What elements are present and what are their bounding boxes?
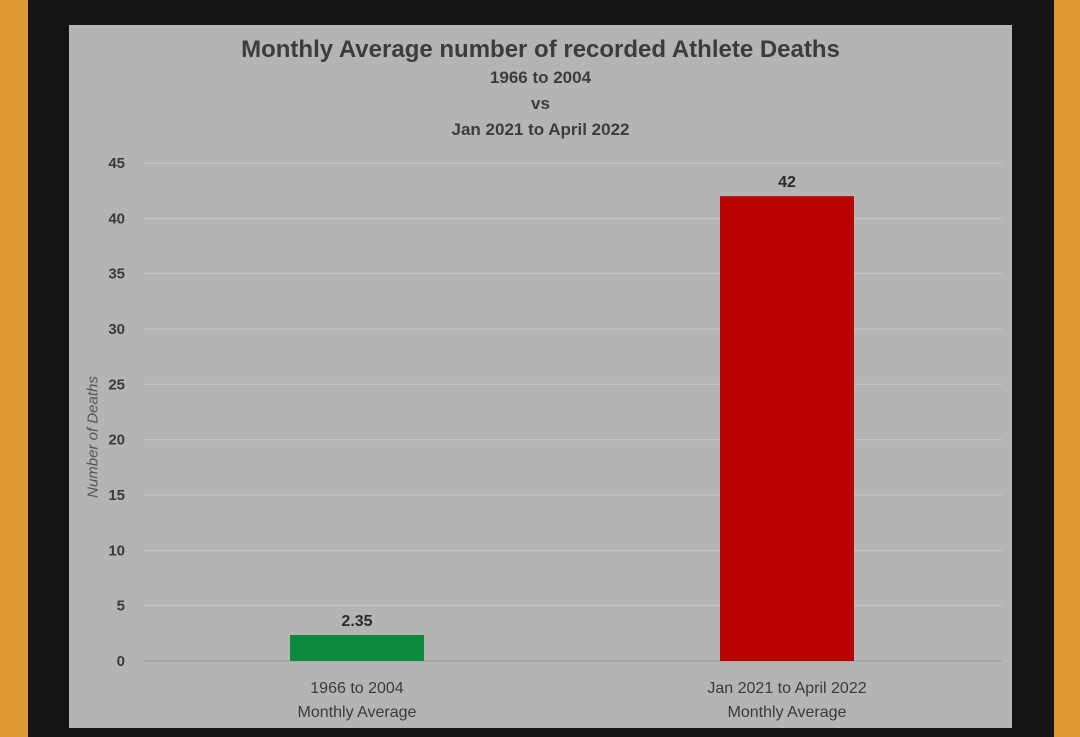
y-tick-label-5: 5 bbox=[117, 598, 125, 615]
data-label-1: 42 bbox=[778, 174, 796, 191]
chart-subtitle-line-2: vs bbox=[531, 94, 550, 113]
y-tick-label-25: 25 bbox=[108, 376, 125, 393]
category-label-1-line-2: Monthly Average bbox=[727, 704, 847, 721]
data-label-0: 2.35 bbox=[341, 613, 372, 630]
category-label-0-line-2: Monthly Average bbox=[297, 704, 417, 721]
chart-title: Monthly Average number of recorded Athle… bbox=[241, 36, 840, 63]
category-label-0-line-1: 1966 to 2004 bbox=[310, 680, 404, 697]
chart-subtitle-line-3: Jan 2021 to April 2022 bbox=[451, 120, 630, 139]
y-tick-label-10: 10 bbox=[108, 542, 125, 559]
y-tick-label-20: 20 bbox=[108, 432, 125, 449]
y-tick-label-35: 35 bbox=[108, 266, 125, 283]
chart-panel: Monthly Average number of recorded Athle… bbox=[69, 25, 1012, 728]
category-label-1-line-1: Jan 2021 to April 2022 bbox=[707, 680, 867, 697]
y-tick-label-30: 30 bbox=[108, 321, 125, 338]
bar-0 bbox=[290, 634, 424, 661]
y-tick-label-15: 15 bbox=[108, 487, 125, 504]
chart-subtitle-line-1: 1966 to 2004 bbox=[489, 68, 592, 87]
y-axis-label: Number of Deaths bbox=[84, 376, 102, 498]
category-label-0: 1966 to 2004 Monthly Average bbox=[237, 677, 477, 725]
y-tick-label-40: 40 bbox=[108, 210, 125, 227]
title-block: Monthly Average number of recorded Athle… bbox=[69, 35, 1012, 143]
y-tick-label-45: 45 bbox=[108, 155, 125, 172]
y-tick-label-0: 0 bbox=[117, 653, 125, 670]
bar-1 bbox=[720, 196, 854, 661]
category-label-1: Jan 2021 to April 2022 Monthly Average bbox=[667, 677, 907, 725]
plot-area: 0 5 10 15 20 25 30 35 40 45 2.35 42 bbox=[108, 155, 1002, 670]
